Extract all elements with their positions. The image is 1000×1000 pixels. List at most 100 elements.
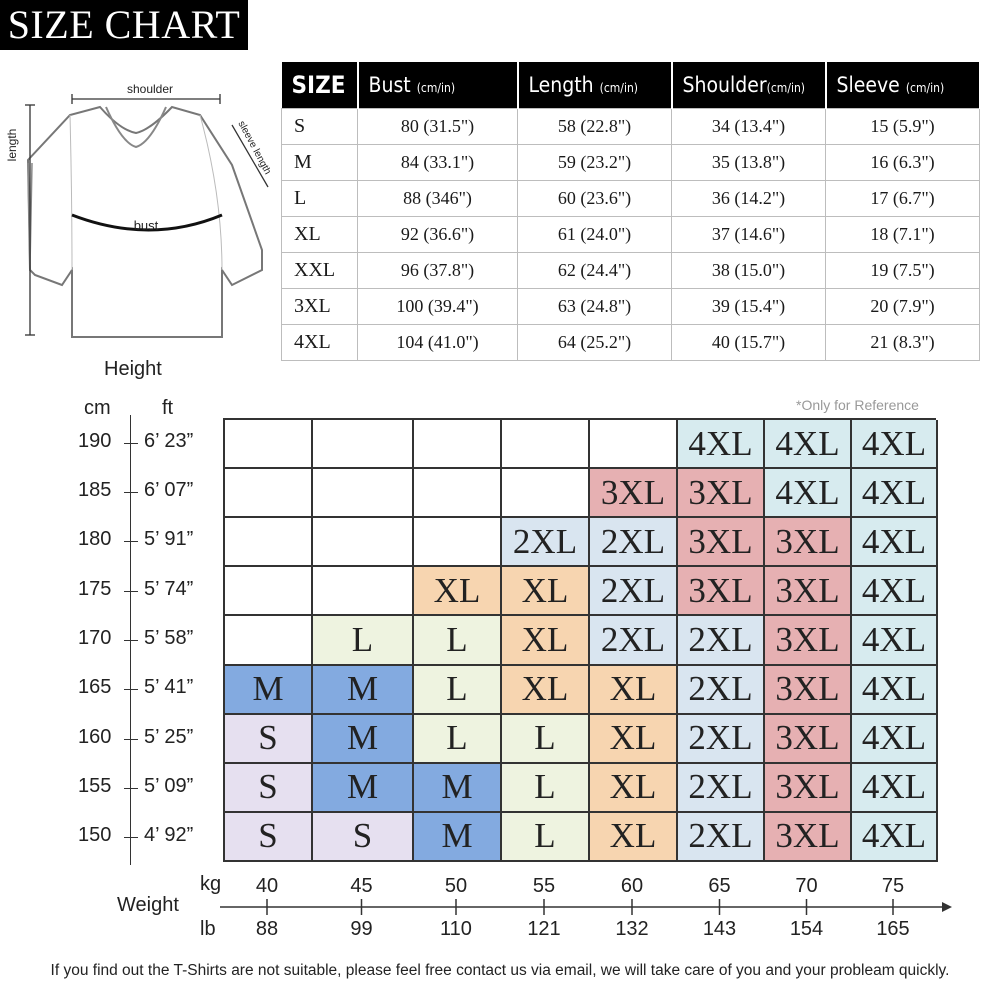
size-grid-cell: 2XL (678, 763, 765, 813)
size-grid-empty-cell (313, 469, 414, 519)
size-grid-cell: XL (590, 714, 678, 764)
footer-note: If you find out the T-Shirts are not sui… (50, 962, 950, 979)
header-size: SIZE (281, 62, 359, 109)
table-row: S 80 (31.5") 58 (22.8") 34 (13.4") 15 (5.9") (281, 108, 980, 145)
header-bust: Bust (cm/in) (357, 62, 519, 109)
size-grid-empty-cell (225, 616, 313, 666)
header-shoulder: Shoulder(cm/in) (671, 62, 827, 109)
weight-lb-label: 99 (350, 918, 373, 940)
measurement-cell: 19 (7.5") (825, 252, 980, 289)
measurement-cell: 63 (24.8") (517, 288, 672, 325)
table-row: 3XL 100 (39.4") 63 (24.8") 39 (15.4") 20 (7.… (281, 288, 980, 325)
header-length: Length (cm/in) (517, 62, 673, 109)
size-recommendation-grid: 4XL 4XL 4XL 3XL 3XL 4XL 4XL 2XL 2XL 3XL 3XL 4XL XL XL… (223, 418, 938, 862)
size-grid-empty-cell (502, 469, 590, 519)
size-grid-empty-cell (414, 469, 502, 519)
table-row: L 88 (346") 60 (23.6") 36 (14.2") 17 (6.7") (281, 180, 980, 217)
size-cell: M (281, 144, 358, 181)
size-grid-empty-cell (502, 420, 590, 470)
weight-kg-label: 60 (620, 875, 644, 897)
measurement-cell: 64 (25.2") (517, 324, 672, 361)
table-row: M 84 (33.1") 59 (23.2") 35 (13.8") 16 (6.3") (281, 144, 980, 181)
size-grid-cell: L (502, 763, 590, 813)
size-grid-cell: XL (590, 812, 678, 862)
height-ft: 4’ 92” (144, 824, 194, 847)
weight-lb-label: 132 (615, 918, 649, 940)
tshirt-diagram: shoulder length sleeve length bust (5, 82, 270, 338)
height-row-label: 180 5’ 91” (60, 528, 210, 558)
measurement-cell: 17 (6.7") (825, 180, 980, 217)
measurement-cell: 36 (14.2") (671, 180, 826, 217)
weight-lb-label: 154 (789, 918, 824, 940)
size-grid-empty-cell (225, 518, 313, 568)
weight-lb-label: 121 (527, 918, 561, 940)
height-ft: 5’ 41” (144, 676, 194, 699)
size-grid-cell: 4XL (678, 420, 765, 470)
size-grid-cell: 2XL (502, 518, 590, 568)
height-ft: 5’ 91” (144, 528, 194, 551)
size-grid-empty-cell (313, 420, 414, 470)
measurement-cell: 58 (22.8") (517, 108, 672, 145)
size-grid-cell: L (414, 714, 502, 764)
weight-kg-label: 65 (708, 875, 731, 897)
size-grid-cell: XL (502, 616, 590, 666)
size-grid-cell: XL (590, 763, 678, 813)
measurement-cell: 88 (346") (357, 180, 518, 217)
height-tick (124, 738, 138, 740)
measurement-cell: 35 (13.8") (671, 144, 826, 181)
measurement-cell: 37 (14.6") (671, 216, 826, 253)
size-grid-empty-cell (414, 518, 502, 568)
size-grid-cell: M (313, 763, 414, 813)
height-cm: 180 (78, 528, 112, 551)
weight-lb-label: 88 (255, 918, 279, 940)
measurement-cell: 84 (33.1") (357, 144, 518, 181)
measurement-cell: 59 (23.2") (517, 144, 672, 181)
size-grid-cell: S (225, 763, 313, 813)
size-grid-cell: 4XL (852, 518, 938, 568)
size-grid-cell: 4XL (852, 420, 938, 470)
measurement-cell: 16 (6.3") (825, 144, 980, 181)
height-tick (124, 492, 138, 493)
height-row-label: 150 4’ 92” (60, 824, 210, 854)
height-row-label: 175 5’ 74” (60, 578, 210, 608)
measurement-cell: 96 (37.8") (357, 252, 518, 289)
kg-unit-label: kg (200, 873, 222, 895)
length-label: length (5, 129, 19, 162)
size-grid-cell: 3XL (765, 714, 852, 764)
measurement-cell: 21 (8.3") (825, 324, 980, 361)
size-grid-cell: 3XL (678, 469, 765, 519)
height-tick (124, 590, 138, 592)
size-cell: 3XL (281, 288, 358, 325)
size-grid-cell: L (414, 616, 502, 666)
weight-kg-label: 50 (444, 875, 468, 897)
size-grid-cell: 2XL (590, 616, 678, 666)
height-ft: 6’ 23” (144, 429, 194, 452)
size-grid-cell: 4XL (765, 469, 852, 519)
size-measurements-table: SIZE Bust (cm/in) Length (cm/in) Shoulde… (281, 62, 981, 361)
height-row-label: 170 5’ 58” (60, 627, 210, 657)
size-grid-cell: 4XL (852, 567, 938, 617)
measurement-cell: 80 (31.5") (357, 108, 518, 145)
measurement-cell: 39 (15.4") (671, 288, 826, 325)
size-grid-cell: 3XL (765, 665, 852, 715)
size-grid-empty-cell (225, 469, 313, 519)
size-chart-title: SIZE CHART (0, 0, 248, 50)
size-cell: XXL (281, 252, 358, 289)
height-row-label: 165 5’ 41” (60, 676, 210, 706)
size-grid-cell: 3XL (765, 812, 852, 862)
size-grid-cell: 4XL (852, 714, 938, 764)
size-cell: L (281, 180, 358, 217)
size-grid-cell: L (313, 616, 414, 666)
shoulder-label: shoulder (127, 82, 173, 96)
height-cm: 190 (78, 429, 112, 452)
size-grid-empty-cell (414, 420, 502, 470)
size-grid-cell: 3XL (590, 469, 678, 519)
size-grid-cell: 4XL (852, 812, 938, 862)
size-grid-cell: L (414, 665, 502, 715)
size-grid-empty-cell (313, 518, 414, 568)
size-grid-cell: 4XL (852, 469, 938, 519)
size-grid-cell: S (313, 812, 414, 862)
size-grid-empty-cell (313, 567, 414, 617)
height-tick (124, 689, 138, 691)
size-grid-cell: XL (502, 665, 590, 715)
